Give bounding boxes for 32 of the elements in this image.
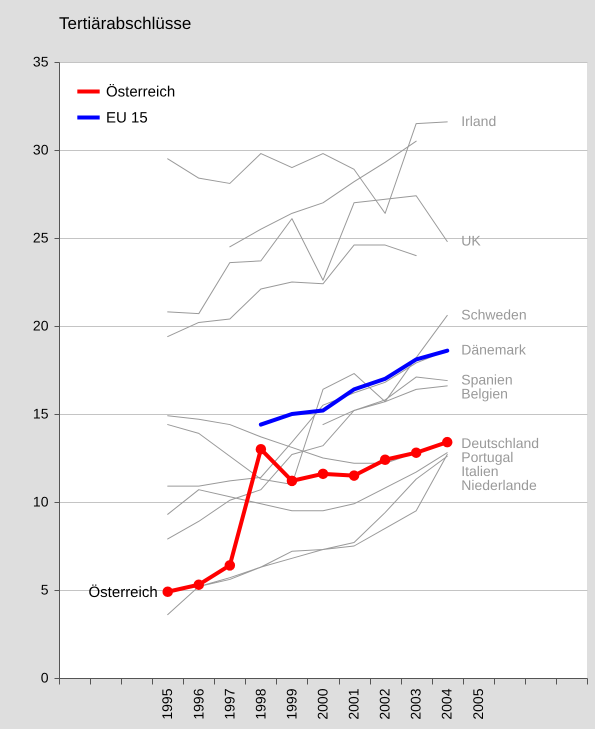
x-tick-label: 2003 [408,688,424,720]
x-tick-label: 1996 [190,688,206,720]
x-tick-label: 2004 [438,688,455,720]
x-tick-label: 2002 [376,688,393,720]
y-tick-label: 20 [32,318,49,334]
chart-title: Tertiärabschlüsse [59,14,192,33]
annotation: Österreich [88,584,158,601]
y-tick-label: 0 [40,670,49,686]
series-label: Niederlande [461,476,537,493]
y-tick-label: 10 [32,494,49,510]
x-tick-label: 1998 [252,688,268,720]
y-tick-label: 5 [40,582,49,598]
x-tick-label: 2000 [314,688,330,720]
series-label: UK [461,232,482,249]
x-tick-label: 1997 [221,688,238,720]
y-tick-label: 15 [32,406,49,422]
series-label: Deutschland [461,434,540,451]
x-tick-label: 2005 [470,688,486,720]
series-label: Dänemark [461,342,527,358]
x-tick-label: 1999 [283,688,300,720]
x-tick-label: 2001 [346,688,362,720]
series-label: Schweden [461,306,527,322]
legend-label: Österreich [106,84,176,100]
legend-label: EU 15 [106,110,148,126]
y-tick-label: 30 [32,142,49,158]
y-tick-label: 25 [32,230,49,246]
series-label: Irland [461,112,496,129]
series-label: Portugal [461,448,514,465]
x-tick-label: 1995 [159,688,176,720]
series-label: Spanien [461,372,513,388]
y-tick-label: 35 [32,54,49,70]
series-label: Belgien [461,386,508,402]
